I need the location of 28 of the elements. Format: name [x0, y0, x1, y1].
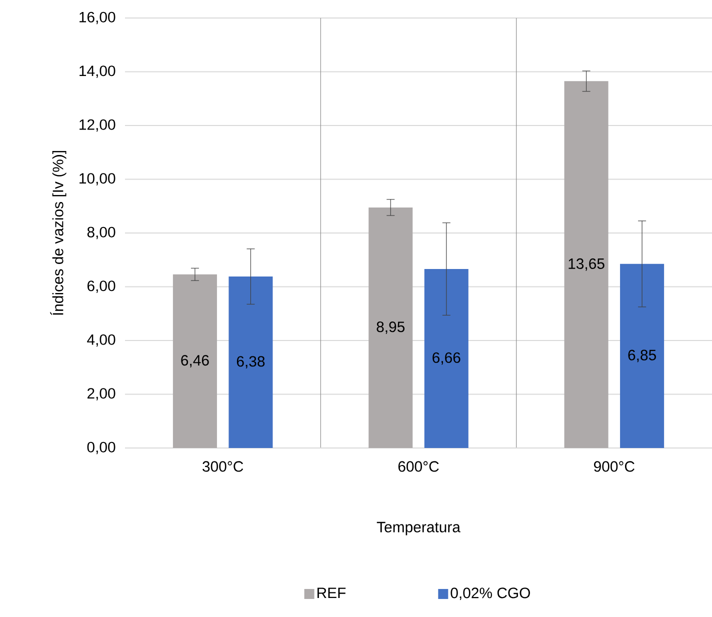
x-tick-label: 300°C	[202, 461, 244, 472]
y-tick-label: 8,00	[87, 226, 116, 240]
bar	[172, 274, 217, 448]
y-tick-label: 16,00	[80, 12, 116, 24]
data-label: 6,46	[181, 355, 209, 368]
x-tick-label: 900°C	[594, 461, 634, 472]
y-tick-label: 6,00	[88, 280, 116, 293]
bar	[424, 269, 468, 448]
data-label: 13,65	[568, 258, 604, 271]
y-tick-label: 0,00	[87, 442, 116, 454]
x-tick-label: 600°C	[398, 461, 439, 472]
bar	[368, 207, 413, 448]
bar	[620, 264, 664, 448]
y-tick-label: 2,00	[87, 388, 116, 400]
data-label: 8,95	[376, 322, 405, 334]
y-axis-title: Índices de vazios [Iv (%)]	[50, 151, 66, 316]
legend-label: REF	[318, 588, 346, 598]
y-tick-label: 12,00	[80, 119, 116, 132]
data-label: 6,38	[236, 356, 265, 368]
bar	[228, 276, 273, 448]
y-tick-label: 4,00	[87, 334, 116, 347]
x-axis-title: Temperatura	[376, 522, 460, 536]
data-label: 6,85	[628, 350, 656, 362]
y-tick-label: 10,00	[80, 173, 116, 186]
legend-label: 0,02% CGO	[450, 588, 530, 600]
data-label: 6,66	[432, 352, 460, 365]
bar	[564, 81, 608, 448]
y-tick-label: 14,00	[80, 66, 116, 78]
